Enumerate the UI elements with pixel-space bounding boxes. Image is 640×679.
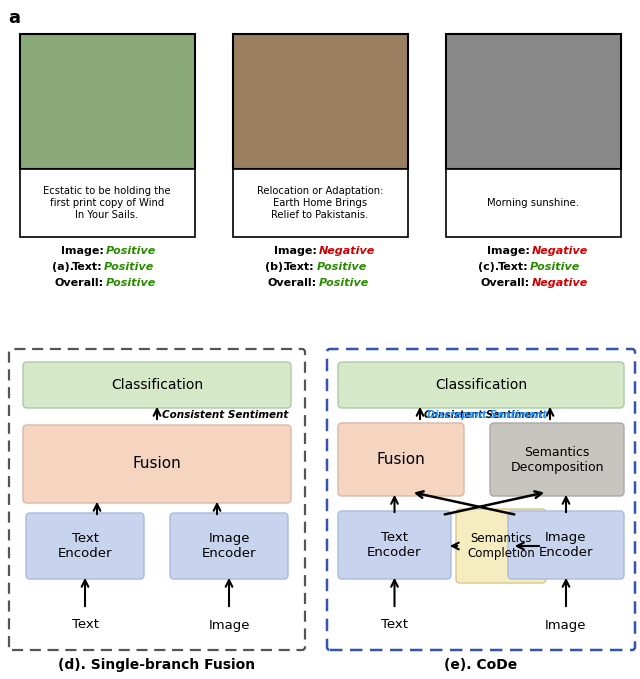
Text: Fusion: Fusion — [376, 452, 426, 467]
Text: Overall:: Overall: — [481, 278, 530, 288]
Text: Semantics
Decomposition: Semantics Decomposition — [510, 445, 604, 473]
FancyBboxPatch shape — [508, 511, 624, 579]
Text: Positive: Positive — [319, 278, 369, 288]
Text: Image:: Image: — [487, 246, 530, 256]
Text: Image
Encoder: Image Encoder — [539, 531, 593, 559]
FancyBboxPatch shape — [338, 362, 624, 408]
FancyBboxPatch shape — [9, 349, 305, 650]
Text: Classification: Classification — [111, 378, 203, 392]
FancyBboxPatch shape — [23, 425, 291, 503]
Text: Text:: Text: — [72, 262, 102, 272]
Text: (e). CoDe: (e). CoDe — [444, 658, 518, 672]
Text: Positive: Positive — [104, 262, 154, 272]
Text: Discrepant Sentiment: Discrepant Sentiment — [427, 410, 547, 420]
Text: Image:: Image: — [274, 246, 317, 256]
Text: Classification: Classification — [435, 378, 527, 392]
Text: Consistent Sentiment: Consistent Sentiment — [162, 410, 289, 420]
FancyBboxPatch shape — [456, 509, 546, 583]
Text: (b).: (b). — [265, 262, 287, 272]
Text: Text:: Text: — [284, 262, 315, 272]
Text: Text: Text — [381, 619, 408, 631]
Bar — [19, 169, 195, 237]
Text: Positive: Positive — [530, 262, 580, 272]
Text: Fusion: Fusion — [132, 456, 181, 471]
Text: Text: Text — [72, 619, 99, 631]
Text: Ecstatic to be holding the
first print copy of Wind
In Your Sails.: Ecstatic to be holding the first print c… — [43, 187, 171, 219]
Text: Negative: Negative — [532, 278, 588, 288]
Text: Text
Encoder: Text Encoder — [367, 531, 422, 559]
Text: Positive: Positive — [317, 262, 367, 272]
Text: Relocation or Adaptation:
Earth Home Brings
Relief to Pakistanis.: Relocation or Adaptation: Earth Home Bri… — [257, 187, 383, 219]
Text: Positive: Positive — [106, 278, 156, 288]
Bar — [232, 34, 408, 169]
FancyBboxPatch shape — [327, 349, 635, 650]
Bar — [445, 34, 621, 169]
Bar — [19, 34, 195, 169]
Bar — [445, 169, 621, 237]
Bar — [232, 169, 408, 237]
Text: Image: Image — [208, 619, 250, 631]
Text: Image
Encoder: Image Encoder — [202, 532, 256, 560]
Text: Semantics
Completion: Semantics Completion — [467, 532, 535, 560]
FancyBboxPatch shape — [338, 423, 464, 496]
FancyBboxPatch shape — [338, 511, 451, 579]
FancyBboxPatch shape — [26, 513, 144, 579]
FancyBboxPatch shape — [23, 362, 291, 408]
Text: Overall:: Overall: — [268, 278, 317, 288]
Text: Image: Image — [545, 619, 587, 631]
Text: Consistent Sentiment: Consistent Sentiment — [424, 410, 543, 420]
Text: Image:: Image: — [61, 246, 104, 256]
Text: a: a — [8, 9, 20, 27]
FancyBboxPatch shape — [490, 423, 624, 496]
Text: Positive: Positive — [106, 246, 156, 256]
Text: Morning sunshine.: Morning sunshine. — [487, 198, 579, 208]
Text: Overall:: Overall: — [55, 278, 104, 288]
Text: Text
Encoder: Text Encoder — [58, 532, 112, 560]
FancyBboxPatch shape — [170, 513, 288, 579]
Text: (c).: (c). — [478, 262, 499, 272]
Text: Negative: Negative — [532, 246, 588, 256]
Text: (a).: (a). — [52, 262, 74, 272]
Text: (d). Single-branch Fusion: (d). Single-branch Fusion — [58, 658, 255, 672]
Text: Text:: Text: — [497, 262, 528, 272]
Text: Negative: Negative — [319, 246, 375, 256]
